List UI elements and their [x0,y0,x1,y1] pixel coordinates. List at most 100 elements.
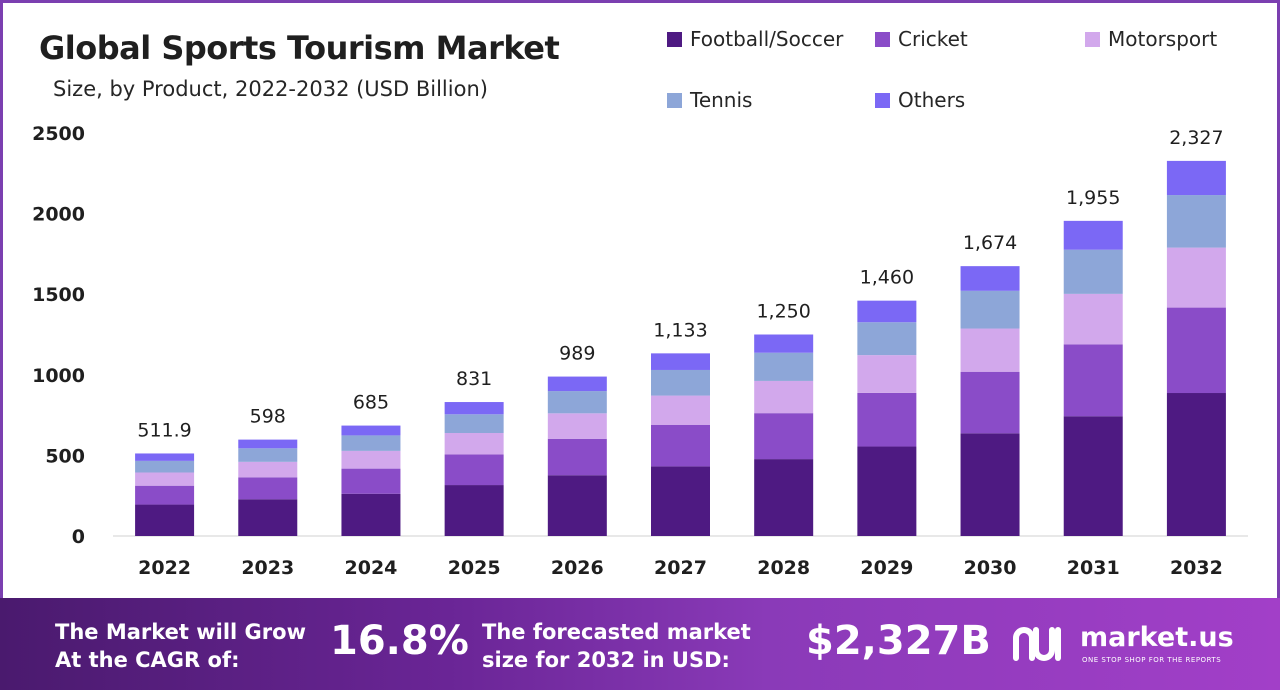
bar-segment-football-soccer-2024 [341,493,401,536]
legend-swatch-tennis [667,92,682,108]
bar-segment-cricket-2027 [651,424,710,467]
bar-segment-football-soccer-2030 [960,433,1020,536]
legend-label-football: Football/Soccer [690,27,844,51]
chart-subtitle: Size, by Product, 2022-2032 (USD Billion… [53,77,488,101]
x-tick-label: 2023 [241,557,294,579]
bar-segment-cricket-2030 [960,371,1020,434]
x-tick-label: 2029 [860,557,913,579]
bar-total-label: 1,250 [756,301,810,323]
bar-segment-others-2025 [444,402,504,415]
bar-segment-cricket-2029 [857,392,917,447]
x-tick-label: 2031 [1067,557,1120,579]
brand-tagline: ONE STOP SHOP FOR THE REPORTS [1082,656,1222,664]
bar-segment-cricket-2031 [1063,344,1123,417]
legend-item-tennis: Tennis [667,88,752,112]
bar-segment-others-2030 [960,266,1020,291]
bar-total-label: 1,460 [860,267,914,289]
y-tick-label: 500 [45,445,85,467]
bar-segment-football-soccer-2027 [651,466,710,536]
bar-total-label: 989 [559,343,595,365]
legend-item-football: Football/Soccer [667,27,843,51]
bar-segment-tennis-2031 [1063,249,1123,294]
bar-segment-cricket-2024 [341,468,401,494]
bar-total-label: 1,955 [1066,187,1120,209]
forecast-caption-line1: The forecasted market [482,620,751,644]
bar-segment-football-soccer-2028 [754,459,814,536]
x-tick-label: 2022 [138,557,191,579]
legend-swatch-football [667,31,682,47]
bar-segment-football-soccer-2029 [857,446,917,536]
bar-segment-football-soccer-2032 [1166,393,1226,536]
bar-segment-cricket-2022 [135,485,195,505]
bar-total-label: 831 [456,368,492,390]
bar-segment-tennis-2026 [547,391,607,414]
bar-total-label: 1,674 [963,232,1017,254]
bar-segment-tennis-2025 [444,414,504,433]
bar-total-label: 1,133 [653,319,707,341]
bar-segment-others-2031 [1063,220,1123,250]
bar-segment-football-soccer-2026 [547,475,607,536]
legend-label-others: Others [898,88,966,112]
bar-segment-motorsport-2028 [754,380,814,414]
bar-segment-football-soccer-2022 [135,504,195,536]
bar-segment-motorsport-2023 [238,461,298,478]
legend-label-tennis: Tennis [690,88,753,112]
bar-segment-motorsport-2031 [1063,293,1123,345]
bar-segment-motorsport-2025 [444,432,504,455]
bar-segment-others-2032 [1166,160,1226,196]
bar-segment-others-2028 [754,334,814,353]
bar-segment-others-2024 [341,425,401,436]
x-tick-label: 2026 [551,557,604,579]
bar-segment-motorsport-2024 [341,450,401,469]
x-tick-label: 2024 [345,557,398,579]
legend-swatch-cricket [875,31,890,47]
bar-segment-cricket-2025 [444,454,504,486]
bar-segment-cricket-2028 [754,413,814,460]
bar-segment-others-2026 [547,376,607,392]
bar-segment-tennis-2030 [960,290,1020,329]
bar-segment-others-2023 [238,439,298,449]
cagr-value: 16.8% [330,618,469,664]
bar-segment-motorsport-2026 [547,413,607,439]
y-tick-label: 2500 [32,123,85,145]
bar-total-label: 511.9 [137,419,191,441]
bar-segment-tennis-2028 [754,352,814,381]
y-tick-label: 2000 [32,204,85,226]
legend-swatch-motorsport [1085,31,1100,47]
x-tick-label: 2027 [654,557,707,579]
bar-segment-motorsport-2027 [651,395,710,425]
bar-segment-football-soccer-2025 [444,485,504,536]
brand-name: market.us [1080,622,1234,653]
x-tick-label: 2028 [757,557,810,579]
bar-segment-tennis-2022 [135,460,195,473]
y-tick-label: 1000 [32,365,85,387]
chart-title: Global Sports Tourism Market [39,29,560,67]
bar-segment-cricket-2023 [238,477,298,500]
legend-swatch-others [875,92,890,108]
bar-segment-motorsport-2032 [1166,247,1226,308]
forecast-caption: The forecasted market size for 2032 in U… [482,618,751,674]
bar-segment-tennis-2027 [651,369,710,396]
bar-total-label: 685 [353,392,389,414]
bar-segment-football-soccer-2031 [1063,416,1123,536]
bar-total-label: 598 [250,406,286,428]
x-tick-label: 2030 [964,557,1017,579]
market-us-logo-icon [1013,627,1061,661]
bar-segment-tennis-2029 [857,322,917,356]
bar-segment-motorsport-2022 [135,472,195,486]
legend-item-motorsport: Motorsport [1085,27,1217,51]
x-tick-label: 2025 [448,557,501,579]
bar-segment-others-2027 [651,353,710,370]
forecast-caption-line2: size for 2032 in USD: [482,648,730,672]
y-tick-label: 1500 [32,284,85,306]
cagr-caption-line2: At the CAGR of: [55,648,240,672]
bar-segment-tennis-2032 [1166,195,1226,248]
forecast-value: $2,327B [806,618,991,664]
stacked-bar-chart: 0 500 1000 1500 2000 2500 511.9 2022 598 2023 685 2… [32,123,1248,579]
bar-segment-tennis-2023 [238,448,298,462]
bar-segment-motorsport-2029 [857,355,917,393]
y-tick-label: 0 [72,526,85,548]
bar-segment-motorsport-2030 [960,328,1020,372]
x-tick-label: 2032 [1170,557,1223,579]
bar-segment-cricket-2032 [1166,307,1226,394]
